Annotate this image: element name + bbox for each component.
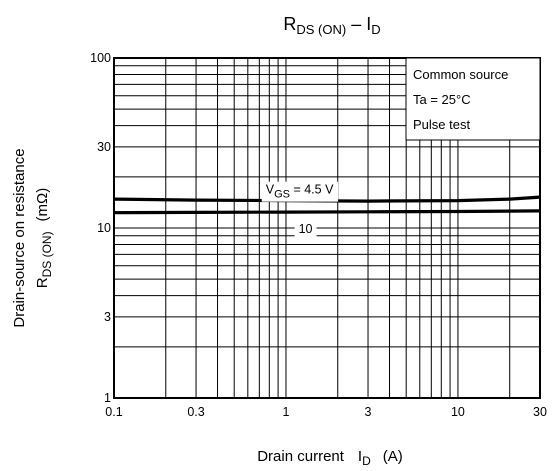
series-label-bg <box>261 181 339 202</box>
y-axis-label-line2: RDS (ON) (mΩ) <box>34 188 54 289</box>
series-label: VGS = 4.5 V <box>266 183 334 201</box>
tick-labels: 0.1 0.3 1 3 10 30 1 3 10 30 100 <box>90 51 547 419</box>
series-label: 10 <box>299 222 313 236</box>
y-tick-label: 30 <box>97 140 111 154</box>
y-axis-label-unit: (mΩ) <box>34 188 51 222</box>
plot-frame <box>113 57 541 399</box>
y-tick-label: 3 <box>104 310 111 324</box>
y-tick-label: 1 <box>104 391 111 405</box>
x-tick-label: 30 <box>533 405 547 419</box>
series-curve <box>113 195 541 203</box>
title-second-sub: D <box>371 22 380 37</box>
x-tick-label: 0.3 <box>187 405 204 419</box>
series-curve <box>113 209 541 215</box>
title-sep: – <box>346 14 366 34</box>
series-label-value: = 4.5 V <box>290 183 334 197</box>
y-axis-label-var-sub: DS (ON) <box>40 231 54 277</box>
x-axis-label-main: Drain current <box>257 448 345 465</box>
legend-line: Ta = 25°C <box>413 92 471 107</box>
grid <box>114 58 540 398</box>
y-axis-label-line1: Drain-source on resistance <box>11 148 28 327</box>
series-label-value: 10 <box>299 222 313 236</box>
x-tick-label: 1 <box>282 405 289 419</box>
x-axis-label-var: I <box>358 448 362 465</box>
y-tick-label: 10 <box>97 221 111 235</box>
x-axis-label: Drain current ID (A) <box>257 448 403 468</box>
x-tick-label: 0.1 <box>105 405 122 419</box>
series-label-bg <box>294 221 317 238</box>
y-tick-label: 100 <box>90 51 111 65</box>
x-tick-label: 10 <box>451 405 465 419</box>
chart-title: RDS (ON) – ID <box>283 14 380 37</box>
series-label-var: V <box>266 183 275 197</box>
title-second: I <box>366 14 371 34</box>
series-label-sub: GS <box>274 189 290 201</box>
legend-line: Pulse test <box>413 117 470 132</box>
curves: VGS = 4.5 V 10 <box>113 181 541 238</box>
legend: Common source Ta = 25°C Pulse test <box>405 57 541 141</box>
x-tick-label: 3 <box>365 405 372 419</box>
x-axis-label-unit: (A) <box>383 448 403 465</box>
x-axis-label-var-sub: D <box>362 454 371 468</box>
legend-box <box>405 57 541 141</box>
title-main: R <box>283 14 296 34</box>
title-main-sub: DS (ON) <box>296 22 346 37</box>
legend-line: Common source <box>413 67 508 82</box>
y-axis-label-var: R <box>34 277 51 288</box>
